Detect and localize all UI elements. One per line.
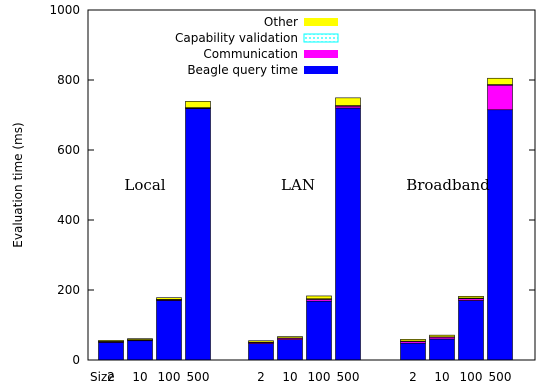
legend-label-2: Communication <box>203 47 298 61</box>
bar-local-500-series-3 <box>185 101 211 108</box>
bar-broadband-500-series-3 <box>487 77 513 85</box>
group-label-local: Local <box>124 176 165 194</box>
x-size-label: Size <box>90 370 115 384</box>
bar-broadband-10-series-3 <box>429 334 455 338</box>
x-tick-label-local-10: 10 <box>132 370 147 384</box>
y-tick-label-200: 200 <box>57 283 80 297</box>
legend-label-1: Capability validation <box>175 31 298 45</box>
bar-lan-100-series-3 <box>306 295 332 300</box>
x-tick-label-lan-10: 10 <box>282 370 297 384</box>
y-tick-label-1000: 1000 <box>49 3 80 17</box>
y-tick-label-600: 600 <box>57 143 80 157</box>
bar-local-2-series-3 <box>98 340 124 342</box>
bar-broadband-10-series-0 <box>429 338 455 361</box>
y-tick-label-400: 400 <box>57 213 80 227</box>
bar-lan-10-series-0 <box>277 339 303 361</box>
legend-label-0: Other <box>264 15 298 29</box>
bar-broadband-100-series-3 <box>458 295 484 299</box>
bar-broadband-500-series-0 <box>487 109 513 361</box>
legend-swatch-1 <box>303 33 339 43</box>
bar-local-100-series-0 <box>156 300 182 361</box>
group-label-lan: LAN <box>281 176 315 194</box>
y-tick-label-800: 800 <box>57 73 80 87</box>
bar-lan-2-series-0 <box>248 343 274 361</box>
x-tick-label-broadband-2: 2 <box>409 370 417 384</box>
bar-local-2-series-0 <box>98 342 124 361</box>
legend-swatch-3 <box>304 66 338 74</box>
bar-broadband-100-series-0 <box>458 300 484 361</box>
bar-lan-2-series-3 <box>248 340 274 343</box>
bar-local-100-series-3 <box>156 297 182 300</box>
x-tick-label-local-500: 500 <box>187 370 210 384</box>
bar-lan-500-series-3 <box>335 97 361 106</box>
legend-label-3: Beagle query time <box>187 63 298 77</box>
x-tick-label-lan-2: 2 <box>257 370 265 384</box>
x-tick-label-lan-100: 100 <box>308 370 331 384</box>
legend-swatch-2 <box>304 50 338 58</box>
plot-frame <box>87 9 536 361</box>
y-tick-label-0: 0 <box>72 353 80 367</box>
bar-local-10-series-0 <box>127 340 153 361</box>
x-tick-label-local-100: 100 <box>158 370 181 384</box>
bar-local-500-series-0 <box>185 108 211 361</box>
bar-lan-500-series-0 <box>335 107 361 361</box>
bar-lan-10-series-3 <box>277 336 303 339</box>
bar-local-10-series-3 <box>127 338 153 340</box>
legend-swatch-0 <box>304 18 338 26</box>
y-axis-label: Evaluation time (ms) <box>11 122 25 247</box>
x-tick-label-broadband-10: 10 <box>434 370 449 384</box>
bar-broadband-500-series-1 <box>487 84 513 111</box>
x-tick-label-broadband-100: 100 <box>460 370 483 384</box>
x-tick-label-lan-500: 500 <box>337 370 360 384</box>
x-tick-label-local-2: 2 <box>107 370 115 384</box>
group-label-broadband: Broadband <box>406 176 490 194</box>
bar-broadband-2-series-3 <box>400 339 426 342</box>
bar-lan-100-series-0 <box>306 300 332 361</box>
x-tick-label-broadband-500: 500 <box>489 370 512 384</box>
bar-broadband-2-series-0 <box>400 342 426 361</box>
